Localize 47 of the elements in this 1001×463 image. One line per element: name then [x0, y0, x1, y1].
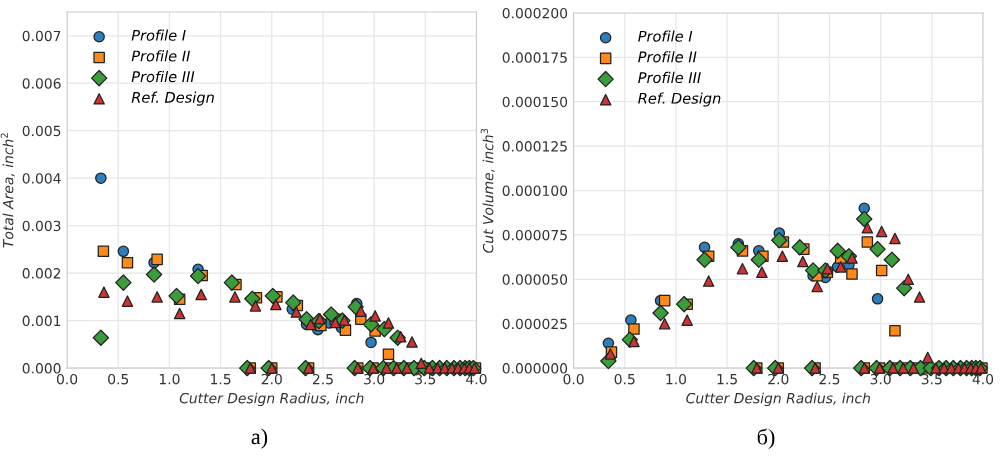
text: б) [757, 428, 775, 450]
x-tick-label: 0.5 [108, 373, 129, 385]
x-axis-title: Cutter Design Radius, inch [686, 392, 870, 407]
y-tick-label: 0.000150 [502, 96, 568, 108]
y-tick-label: 0.000000 [502, 363, 568, 374]
y-tick-label: 0.001 [22, 315, 61, 327]
x-tick-label: 1.0 [159, 373, 180, 385]
y-tick-label: 0.005 [22, 125, 61, 137]
x-tick-label: 0.0 [563, 373, 584, 385]
y-tick-label: 0.006 [22, 78, 61, 89]
legend-label: Profile III [638, 71, 701, 84]
x-tick-label: 2.0 [768, 373, 789, 385]
y-tick-label: 0.000050 [502, 274, 568, 285]
legend-label: Profile I [638, 30, 693, 42]
x-tick-label: 3.0 [364, 373, 385, 385]
x-tick-label: 1.5 [211, 374, 231, 385]
legend-label: Profile II [638, 51, 697, 63]
x-tick-label: 3.5 [921, 373, 942, 385]
x-tick-label: 0.5 [614, 373, 635, 385]
x-tick-label: 4.0 [972, 373, 994, 385]
y-tick-label: 0.004 [22, 173, 61, 184]
x-tick-label: 1.5 [717, 374, 737, 385]
x-tick-label: 4.0 [466, 373, 487, 385]
legend-label: Profile II [131, 50, 190, 62]
legend-label: Profile III [131, 70, 195, 83]
legend-label: Ref. Design [638, 92, 721, 107]
y-tick-label: 0.003 [22, 220, 61, 232]
x-tick-label: 2.0 [261, 373, 282, 385]
x-tick-label: 1.0 [666, 373, 687, 385]
y-tick-label: 0.000025 [502, 318, 567, 330]
y-tick-label: 0.000100 [502, 185, 568, 196]
x-axis-title: Cutter Design Radius, inch [179, 392, 364, 407]
y-tick-label: 0.000175 [502, 52, 567, 63]
y-tick-label: 0.000125 [502, 141, 567, 152]
x-tick-label: 2.5 [819, 373, 840, 385]
y-tick-label: 0.007 [22, 30, 61, 42]
x-tick-label: 0.0 [56, 373, 78, 385]
x-tick-label: 2.5 [312, 373, 333, 385]
y-axis-title: Total Area, inch$^{2}$ [0, 133, 15, 248]
y-axis-title: Cut Volume, inch$^{3}$ [480, 128, 495, 253]
y-tick-label: 0.000 [22, 363, 61, 374]
y-tick-label: 0.000075 [502, 229, 567, 241]
text: а) [251, 428, 268, 449]
legend-label: Profile I [131, 29, 186, 41]
y-tick-label: 0.000200 [502, 7, 568, 19]
legend-label: Ref. Design [131, 91, 214, 106]
y-tick-label: 0.002 [22, 268, 61, 279]
